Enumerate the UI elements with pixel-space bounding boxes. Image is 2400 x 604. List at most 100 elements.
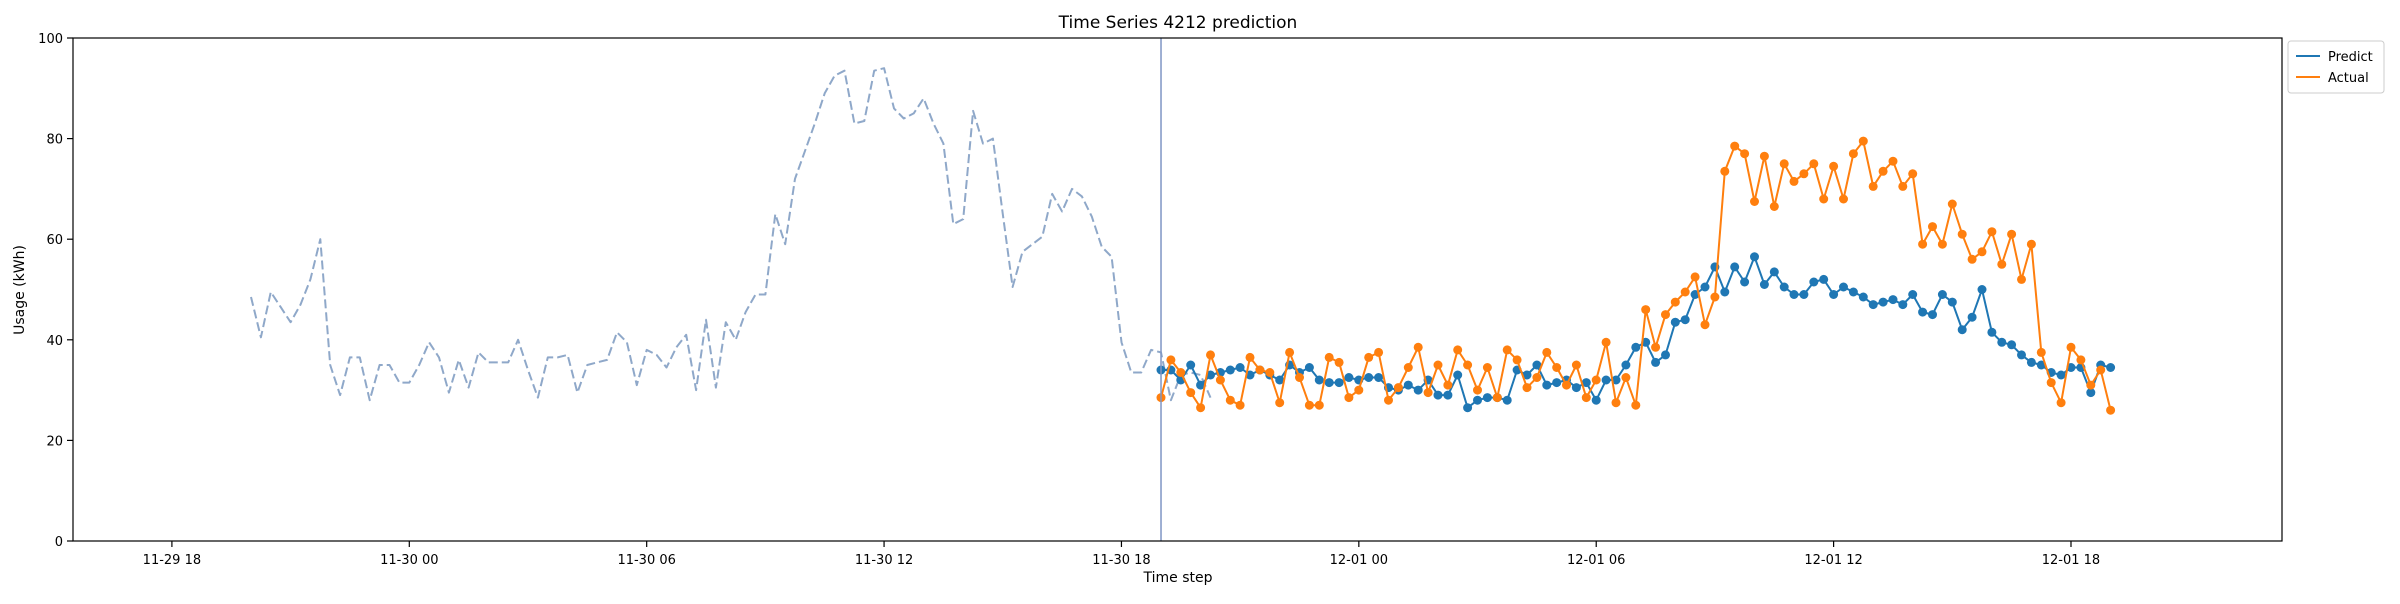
data-point-actual bbox=[1473, 385, 1482, 395]
data-point-predict bbox=[1611, 375, 1621, 385]
chart-title: Time Series 4212 prediction bbox=[1058, 13, 1298, 33]
data-point-actual bbox=[1492, 393, 1502, 403]
data-point-actual bbox=[1255, 365, 1265, 375]
data-point-actual bbox=[1364, 352, 1374, 362]
data-point-actual bbox=[1888, 156, 1898, 166]
data-point-actual bbox=[1750, 197, 1759, 206]
y-tick-label: 40 bbox=[46, 334, 63, 349]
data-point-actual bbox=[1304, 400, 1314, 410]
x-axis-label: Time step bbox=[1143, 570, 1213, 586]
data-point-predict bbox=[1364, 373, 1374, 382]
x-tick-label: 12-01 12 bbox=[1804, 553, 1862, 568]
data-point-predict bbox=[1631, 342, 1641, 352]
data-point-actual bbox=[1631, 400, 1641, 410]
data-point-actual bbox=[1700, 320, 1710, 330]
data-point-predict bbox=[2106, 363, 2116, 372]
data-point-actual bbox=[1453, 345, 1463, 355]
x-tick-label: 11-30 06 bbox=[617, 553, 675, 568]
data-point-predict bbox=[1206, 370, 1215, 380]
data-point-predict bbox=[1522, 370, 1532, 380]
data-point-actual bbox=[1225, 395, 1235, 405]
data-point-predict bbox=[2036, 360, 2046, 370]
data-point-predict bbox=[1789, 290, 1799, 299]
data-point-predict bbox=[1928, 310, 1937, 320]
data-point-predict bbox=[1581, 378, 1591, 388]
data-point-actual bbox=[1176, 368, 1186, 377]
data-point-actual bbox=[1987, 227, 1997, 237]
data-point-actual bbox=[1581, 393, 1591, 403]
axes-frame bbox=[72, 37, 2283, 542]
data-point-actual bbox=[1512, 355, 1522, 365]
y-tick-label: 0 bbox=[55, 535, 63, 550]
data-point-actual bbox=[1680, 287, 1690, 297]
data-point-predict bbox=[1839, 282, 1848, 292]
data-point-actual bbox=[1641, 305, 1651, 315]
data-point-predict bbox=[1334, 378, 1344, 388]
data-point-actual bbox=[1898, 181, 1908, 191]
data-point-predict bbox=[1502, 395, 1512, 405]
data-point-predict bbox=[1799, 290, 1809, 299]
data-point-actual bbox=[1848, 149, 1858, 159]
data-point-predict bbox=[1720, 287, 1730, 297]
data-point-predict bbox=[1918, 307, 1928, 317]
data-point-actual bbox=[1651, 342, 1661, 352]
y-tick-label: 100 bbox=[38, 32, 63, 47]
data-point-predict bbox=[1542, 380, 1552, 390]
data-point-actual bbox=[1463, 360, 1473, 370]
data-point-predict bbox=[1779, 282, 1789, 292]
data-point-predict bbox=[1967, 312, 1977, 322]
data-point-actual bbox=[1502, 345, 1512, 355]
data-point-actual bbox=[1710, 292, 1720, 302]
data-point-actual bbox=[1245, 352, 1255, 362]
data-point-predict bbox=[1196, 380, 1206, 390]
data-point-actual bbox=[1730, 141, 1740, 151]
data-point-predict bbox=[1947, 297, 1957, 307]
data-point-actual bbox=[1937, 239, 1947, 249]
data-point-actual bbox=[1621, 373, 1631, 382]
data-point-actual bbox=[1769, 202, 1779, 211]
x-tick-label: 11-30 18 bbox=[1092, 553, 1150, 568]
legend-label-predict: Predict bbox=[2328, 50, 2373, 65]
data-point-actual bbox=[1334, 357, 1344, 367]
data-point-actual bbox=[1839, 194, 1848, 204]
data-point-actual bbox=[1799, 169, 1809, 179]
data-point-actual bbox=[2096, 365, 2106, 375]
data-point-predict bbox=[2056, 370, 2066, 380]
data-point-predict bbox=[1987, 327, 1997, 337]
data-point-actual bbox=[2086, 380, 2096, 390]
data-point-predict bbox=[1374, 373, 1384, 382]
data-point-predict bbox=[1829, 290, 1839, 299]
data-point-predict bbox=[1235, 363, 1245, 372]
legend: Predict Actual bbox=[2287, 40, 2385, 94]
data-point-predict bbox=[1750, 252, 1759, 262]
data-point-actual bbox=[1720, 166, 1730, 176]
data-point-predict bbox=[1453, 370, 1463, 380]
data-point-actual bbox=[1423, 388, 1433, 398]
data-point-actual bbox=[1957, 229, 1967, 239]
data-point-predict bbox=[1473, 395, 1482, 405]
data-point-actual bbox=[1344, 393, 1354, 403]
data-point-predict bbox=[2007, 340, 2017, 350]
data-point-actual bbox=[2076, 355, 2086, 365]
data-point-actual bbox=[1829, 161, 1839, 171]
data-point-actual bbox=[1868, 181, 1878, 191]
data-point-actual bbox=[1562, 380, 1571, 390]
data-point-actual bbox=[1601, 337, 1611, 347]
data-point-actual bbox=[1759, 151, 1769, 161]
y-tick-label: 60 bbox=[46, 233, 63, 248]
data-point-predict bbox=[1304, 363, 1314, 372]
data-point-actual bbox=[1354, 385, 1364, 395]
y-tick-label: 20 bbox=[46, 434, 63, 449]
data-point-actual bbox=[1611, 398, 1621, 408]
data-point-actual bbox=[1789, 176, 1799, 186]
data-point-actual bbox=[1858, 136, 1868, 146]
data-point-actual bbox=[1591, 375, 1601, 385]
x-tick-label: 11-30 00 bbox=[380, 553, 438, 568]
data-point-actual bbox=[2017, 274, 2026, 284]
data-point-predict bbox=[1977, 285, 1987, 294]
data-point-actual bbox=[1413, 342, 1423, 352]
y-axis-label: Usage (kWh) bbox=[12, 245, 28, 335]
data-point-predict bbox=[1443, 390, 1453, 400]
